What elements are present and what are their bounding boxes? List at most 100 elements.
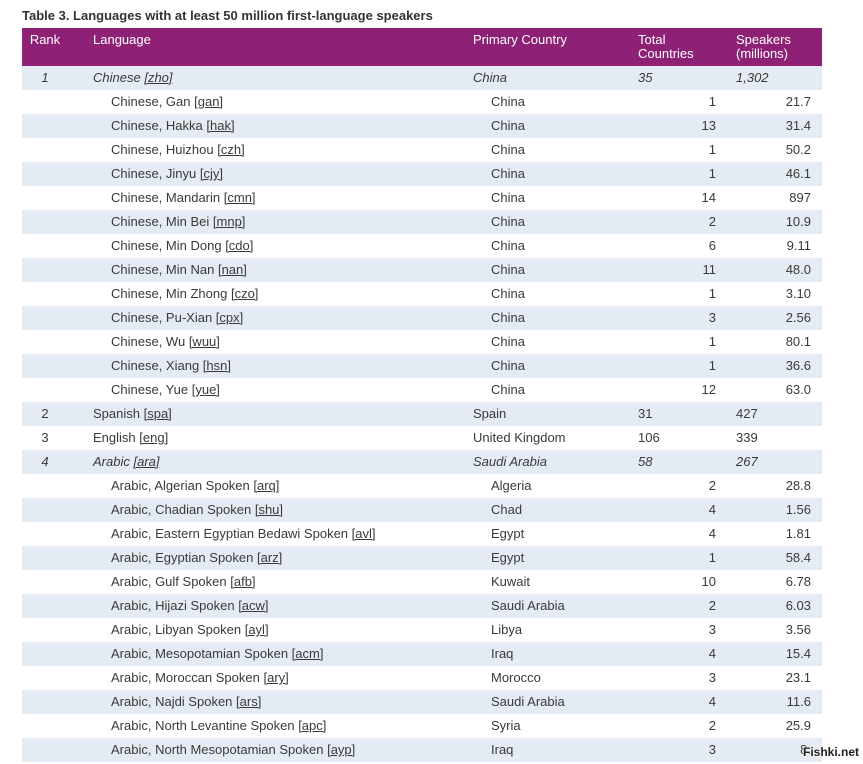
- language-code: [hak]: [206, 118, 235, 133]
- table-row: Arabic, Mesopotamian Spoken [acm] Iraq 4 15…: [22, 642, 822, 666]
- language-code: [eng]: [139, 430, 169, 445]
- language-name: Arabic, Egyptian Spoken: [111, 550, 254, 565]
- table-row: 2 Spanish [spa] Spain 31 427: [22, 402, 822, 426]
- speakers-cell: 1.81: [785, 526, 811, 541]
- table-row: Chinese, Min Dong [cdo] China 6 9.11: [22, 234, 822, 258]
- language-cell: Arabic, Mesopotamian Spoken [acm]: [111, 642, 323, 666]
- language-cell: Chinese, Min Bei [mnp]: [111, 210, 245, 234]
- total-countries-cell: 14: [701, 190, 716, 205]
- language-cell: Arabic, Algerian Spoken [arq]: [111, 474, 279, 498]
- language-code: [cjy]: [199, 166, 224, 181]
- language-name: Chinese, Yue: [111, 382, 189, 397]
- speakers-cell: 23.1: [785, 670, 811, 685]
- table-row: Chinese, Hakka [hak] China 13 31.4: [22, 114, 822, 138]
- rank-cell: 3: [41, 430, 49, 445]
- language-code: [acm]: [291, 646, 324, 661]
- total-countries-cell: 1: [708, 550, 716, 565]
- language-cell: Spanish [spa]: [93, 402, 172, 426]
- language-code: [hsn]: [202, 358, 231, 373]
- language-code: [cdo]: [225, 238, 254, 253]
- total-countries-cell: 1: [708, 334, 716, 349]
- language-cell: Chinese, Min Nan [nan]: [111, 258, 247, 282]
- total-countries-cell: 1: [708, 142, 716, 157]
- table-row: Chinese, Yue [yue] China 12 63.0: [22, 378, 822, 402]
- header-total-line2: Countries: [638, 46, 694, 61]
- language-code: [wuu]: [188, 334, 220, 349]
- language-cell: Arabic, Chadian Spoken [shu]: [111, 498, 283, 522]
- total-countries-cell: 1: [708, 358, 716, 373]
- language-cell: Arabic, Hijazi Spoken [acw]: [111, 594, 269, 618]
- speakers-cell: 25.9: [785, 718, 811, 733]
- total-countries-cell: 3: [708, 622, 716, 637]
- speakers-cell: 58.4: [785, 550, 811, 565]
- language-name: Arabic, North Mesopotamian Spoken: [111, 742, 324, 757]
- country-cell: China: [491, 286, 525, 301]
- country-cell: Egypt: [491, 550, 525, 565]
- language-code: [ary]: [263, 670, 289, 685]
- language-cell: Chinese [zho]: [93, 66, 173, 90]
- language-cell: Chinese, Min Zhong [czo]: [111, 282, 258, 306]
- language-code: [arq]: [253, 478, 280, 493]
- country-cell: Chad: [491, 502, 523, 517]
- table-row: Chinese, Pu-Xian [cpx] China 3 2.56: [22, 306, 822, 330]
- total-countries-cell: 35: [638, 70, 653, 85]
- language-name: Arabic, North Levantine Spoken: [111, 718, 295, 733]
- languages-table: Rank Language Primary Country Total Coun…: [22, 28, 822, 762]
- language-code: [acw]: [238, 598, 269, 613]
- language-cell: Chinese, Gan [gan]: [111, 90, 223, 114]
- country-cell: Iraq: [491, 742, 514, 757]
- rank-cell: 1: [41, 70, 49, 85]
- speakers-cell: 1.56: [785, 502, 811, 517]
- total-countries-cell: 2: [708, 478, 716, 493]
- table-row: Arabic, Libyan Spoken [ayl] Libya 3 3.56: [22, 618, 822, 642]
- table-row: 1 Chinese [zho] China 35 1,302: [22, 66, 822, 90]
- total-countries-cell: 1: [708, 94, 716, 109]
- table-row: Chinese, Min Bei [mnp] China 2 10.9: [22, 210, 822, 234]
- total-countries-cell: 10: [701, 574, 716, 589]
- table-row: Chinese, Min Nan [nan] China 11 48.0: [22, 258, 822, 282]
- table-row: Arabic, North Mesopotamian Spoken [ayp] I…: [22, 738, 822, 762]
- language-code: [ayl]: [244, 622, 269, 637]
- table-row: 3 English [eng] United Kingdom 106 339: [22, 426, 822, 450]
- country-cell: China: [473, 70, 507, 85]
- language-name: Chinese, Hakka: [111, 118, 203, 133]
- country-cell: China: [491, 262, 525, 277]
- language-name: Arabic, Najdi Spoken: [111, 694, 233, 709]
- language-name: Chinese, Mandarin: [111, 190, 221, 205]
- table-row: Arabic, Najdi Spoken [ars] Saudi Arabia 4 1…: [22, 690, 822, 714]
- language-cell: Arabic, Egyptian Spoken [arz]: [111, 546, 282, 570]
- language-cell: English [eng]: [93, 426, 168, 450]
- rank-cell: 2: [41, 406, 49, 421]
- total-countries-cell: 4: [708, 646, 716, 661]
- country-cell: China: [491, 310, 525, 325]
- table-header: Rank Language Primary Country Total Coun…: [22, 28, 822, 66]
- total-countries-cell: 31: [638, 406, 653, 421]
- language-code: [apc]: [298, 718, 327, 733]
- header-primary-country: Primary Country: [473, 32, 567, 47]
- language-code: [ars]: [236, 694, 262, 709]
- speakers-cell: 6.78: [785, 574, 811, 589]
- country-cell: Syria: [491, 718, 521, 733]
- speakers-cell: 897: [789, 190, 811, 205]
- total-countries-cell: 2: [708, 718, 716, 733]
- country-cell: Morocco: [491, 670, 541, 685]
- language-cell: Arabic, North Levantine Spoken [apc]: [111, 714, 326, 738]
- language-name: Arabic, Gulf Spoken: [111, 574, 227, 589]
- country-cell: China: [491, 94, 525, 109]
- total-countries-cell: 4: [708, 526, 716, 541]
- country-cell: China: [491, 382, 525, 397]
- language-name: Spanish: [93, 406, 140, 421]
- country-cell: Saudi Arabia: [473, 454, 547, 469]
- language-name: Arabic, Eastern Egyptian Bedawi Spoken: [111, 526, 349, 541]
- country-cell: Kuwait: [491, 574, 531, 589]
- language-code: [zho]: [144, 70, 173, 85]
- table-row: 4 Arabic [ara] Saudi Arabia 58 267: [22, 450, 822, 474]
- language-name: English: [93, 430, 136, 445]
- language-cell: Chinese, Min Dong [cdo]: [111, 234, 253, 258]
- total-countries-cell: 2: [708, 214, 716, 229]
- speakers-cell: 9.11: [786, 238, 811, 253]
- country-cell: United Kingdom: [473, 430, 566, 445]
- language-cell: Arabic, Libyan Spoken [ayl]: [111, 618, 269, 642]
- speakers-cell: 21.7: [785, 94, 811, 109]
- language-cell: Chinese, Yue [yue]: [111, 378, 220, 402]
